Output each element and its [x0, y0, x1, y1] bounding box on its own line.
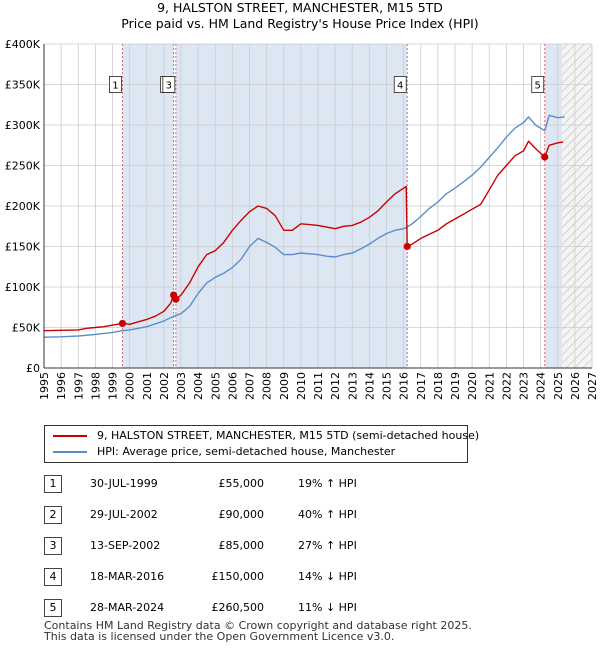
- y-tick-label: £200K: [5, 200, 41, 213]
- x-tick-label: 2012: [329, 372, 342, 400]
- sale-date: 18-MAR-2016: [90, 570, 165, 583]
- x-tick-label: 2026: [569, 372, 582, 400]
- x-tick-label: 2023: [518, 372, 531, 400]
- sale-hpi-diff: 27% ↑ HPI: [298, 539, 357, 552]
- x-tick-label: 2022: [500, 372, 513, 400]
- x-tick-label: 1995: [38, 372, 51, 400]
- sale-point: [403, 242, 411, 251]
- x-tick-label: 2015: [381, 372, 394, 400]
- sale-date: 13-SEP-2002: [90, 539, 161, 552]
- x-tick-label: 1997: [72, 372, 85, 400]
- x-tick-label: 2001: [141, 372, 154, 400]
- sale-hpi-diff: 40% ↑ HPI: [298, 508, 357, 521]
- sale-price: £85,000: [218, 539, 265, 552]
- x-tick-label: 2004: [192, 372, 205, 400]
- sale-price: £260,500: [211, 601, 265, 614]
- y-tick-label: £300K: [5, 119, 41, 132]
- sale-date: 29-JUL-2002: [90, 508, 158, 521]
- legend-item-price: 9, HALSTON STREET, MANCHESTER, M15 5TD (…: [53, 428, 479, 444]
- x-tick-label: 2019: [449, 372, 462, 400]
- sale-number-box: 4: [44, 568, 62, 586]
- x-tick-label: 2008: [261, 372, 274, 400]
- title-line-2: Price paid vs. HM Land Registry's House …: [121, 16, 479, 31]
- sale-label-box: [109, 76, 122, 93]
- x-tick-label: 1996: [55, 372, 68, 400]
- sale-label-number: 3: [166, 81, 172, 92]
- sale-label-number: 5: [535, 81, 541, 92]
- x-tick-label: 2018: [432, 372, 445, 400]
- table-row: 4 18-MAR-2016 £150,000 14% ↓ HPI: [44, 567, 444, 587]
- table-row: 3 13-SEP-2002 £85,000 27% ↑ HPI: [44, 536, 444, 556]
- y-tick-label: £150K: [5, 241, 41, 254]
- y-tick-label: £100K: [5, 281, 41, 294]
- x-tick-label: 2024: [535, 372, 548, 400]
- sale-label-number: 1: [112, 81, 118, 92]
- table-row: 1 30-JUL-1999 £55,000 19% ↑ HPI: [44, 474, 444, 494]
- sale-number-box: 5: [44, 599, 62, 617]
- sale-point: [541, 153, 549, 161]
- x-tick-label: 1998: [89, 372, 102, 400]
- sale-hpi-diff: 11% ↓ HPI: [298, 601, 357, 614]
- y-tick-label: £400K: [5, 38, 41, 51]
- sale-date: 30-JUL-1999: [90, 477, 158, 490]
- x-tick-label: 2013: [346, 372, 359, 400]
- sale-price: £55,000: [218, 477, 265, 490]
- sale-number-box: 3: [44, 537, 62, 555]
- x-tick-label: 2011: [312, 372, 325, 400]
- sale-price: £90,000: [218, 508, 265, 521]
- sale-label-number: 4: [397, 81, 403, 92]
- x-tick-label: 2020: [466, 372, 479, 400]
- legend-item-hpi: HPI: Average price, semi-detached house,…: [53, 444, 395, 460]
- table-row: 5 28-MAR-2024 £260,500 11% ↓ HPI: [44, 598, 444, 618]
- x-tick-label: 2005: [209, 372, 222, 400]
- footer-line-2: This data is licensed under the Open Gov…: [44, 630, 395, 643]
- legend: 9, HALSTON STREET, MANCHESTER, M15 5TD (…: [44, 425, 479, 463]
- x-tick-label: 2009: [278, 372, 291, 400]
- x-tick-label: 2014: [363, 372, 376, 400]
- x-tick-label: 2010: [295, 372, 308, 400]
- y-tick-label: £50K: [12, 322, 41, 335]
- x-tick-label: 2000: [124, 372, 137, 400]
- x-tick-label: 2006: [226, 372, 239, 400]
- sale-date: 28-MAR-2024: [90, 601, 165, 614]
- sale-point: [118, 319, 127, 328]
- footer-line-1: Contains HM Land Registry data © Crown c…: [44, 619, 472, 632]
- title-line-1: 9, HALSTON STREET, MANCHESTER, M15 5TD: [157, 0, 443, 15]
- sale-hpi-diff: 19% ↑ HPI: [298, 477, 357, 490]
- sale-price: £150,000: [211, 570, 265, 583]
- x-tick-label: 2016: [398, 372, 411, 400]
- sale-label-box: [393, 76, 407, 93]
- table-row: 2 29-JUL-2002 £90,000 40% ↑ HPI: [44, 505, 444, 525]
- x-tick-label: 2007: [244, 372, 257, 400]
- x-tick-label: 2025: [552, 372, 565, 400]
- footer: Contains HM Land Registry data © Crown c…: [44, 620, 472, 642]
- legend-price-label: 9, HALSTON STREET, MANCHESTER, M15 5TD (…: [97, 429, 480, 442]
- hpi-line: [43, 114, 565, 338]
- price-paid-line: [43, 140, 564, 332]
- y-tick-label: £0: [26, 362, 40, 375]
- price-chart: 12345 £0£50K£100K£150K£200K£250K£300K£35…: [5, 38, 599, 400]
- sale-number-box: 1: [44, 475, 62, 493]
- sale-hpi-diff: 14% ↓ HPI: [298, 570, 357, 583]
- sale-number-box: 2: [44, 506, 62, 524]
- sale-label-box: [531, 76, 545, 93]
- x-tick-label: 2002: [158, 372, 171, 400]
- x-tick-label: 2021: [483, 372, 496, 400]
- x-tick-label: 2027: [586, 372, 599, 400]
- legend-hpi-swatch: [53, 451, 87, 453]
- legend-hpi-label: HPI: Average price, semi-detached house,…: [97, 445, 396, 458]
- legend-price-swatch: [53, 435, 87, 437]
- y-tick-label: £250K: [5, 160, 41, 173]
- x-tick-label: 1999: [107, 372, 120, 400]
- chart-title: 9, HALSTON STREET, MANCHESTER, M15 5TD P…: [0, 0, 600, 32]
- sale-label-box: [162, 76, 176, 93]
- sale-point: [172, 295, 180, 303]
- y-tick-label: £350K: [5, 79, 41, 92]
- x-tick-label: 2003: [175, 372, 188, 400]
- x-tick-label: 2017: [415, 372, 428, 400]
